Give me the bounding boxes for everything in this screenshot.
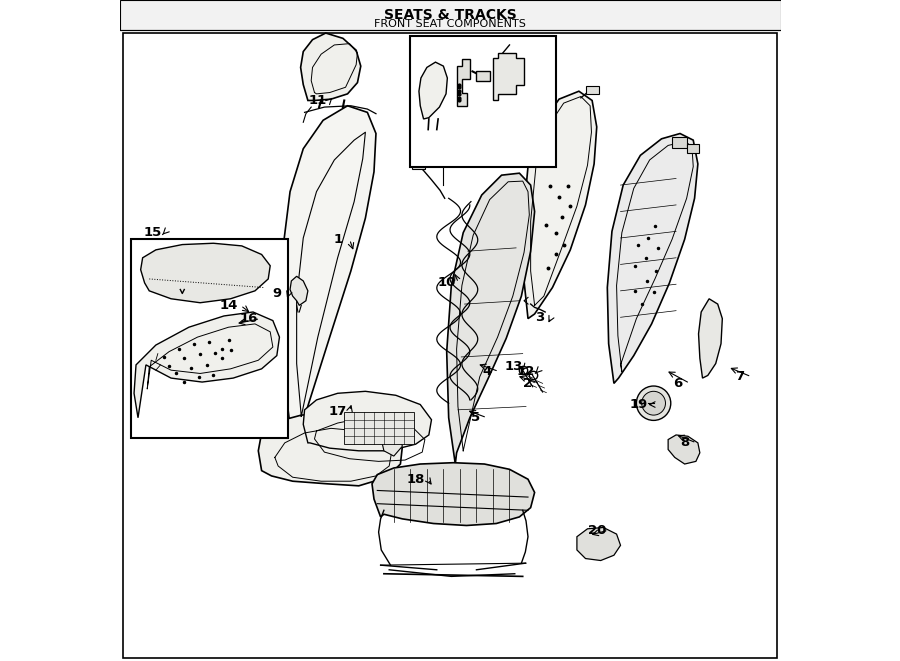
Text: 16: 16: [239, 312, 257, 325]
Polygon shape: [140, 243, 270, 303]
Polygon shape: [456, 59, 470, 106]
Circle shape: [642, 391, 665, 415]
Polygon shape: [608, 134, 698, 383]
Polygon shape: [381, 430, 402, 456]
Polygon shape: [698, 299, 723, 378]
Polygon shape: [282, 106, 376, 436]
Text: 8: 8: [680, 436, 689, 449]
Polygon shape: [446, 173, 535, 464]
Polygon shape: [668, 435, 700, 464]
Text: 20: 20: [588, 524, 606, 537]
Text: 18: 18: [407, 473, 425, 486]
Bar: [476, 71, 490, 81]
Polygon shape: [493, 53, 524, 100]
Polygon shape: [523, 91, 597, 319]
Polygon shape: [258, 413, 402, 486]
Polygon shape: [418, 62, 447, 119]
Polygon shape: [303, 391, 431, 451]
Text: 9: 9: [273, 287, 282, 300]
Text: 7: 7: [735, 370, 744, 383]
Polygon shape: [301, 33, 361, 100]
Text: 17: 17: [328, 405, 346, 418]
Text: 15: 15: [143, 226, 162, 239]
Text: 2: 2: [524, 377, 533, 390]
Circle shape: [636, 386, 670, 420]
Text: SEATS & TRACKS: SEATS & TRACKS: [383, 7, 517, 22]
Bar: [344, 412, 414, 444]
Text: 10: 10: [437, 276, 456, 290]
Text: 6: 6: [673, 377, 683, 390]
Bar: [120, 0, 780, 30]
Polygon shape: [134, 312, 280, 418]
Text: 13: 13: [504, 360, 523, 373]
Text: 11: 11: [309, 94, 327, 107]
Text: 5: 5: [471, 411, 480, 424]
Bar: [410, 36, 556, 167]
Bar: [411, 159, 425, 169]
Bar: [672, 137, 687, 148]
Polygon shape: [372, 463, 535, 525]
Text: 19: 19: [630, 398, 648, 411]
Polygon shape: [577, 527, 620, 561]
Text: 1: 1: [333, 233, 342, 246]
Text: 3: 3: [535, 311, 544, 324]
Text: FRONT SEAT COMPONENTS: FRONT SEAT COMPONENTS: [374, 19, 526, 30]
Bar: [131, 239, 288, 438]
Bar: [687, 144, 698, 153]
Polygon shape: [290, 276, 308, 305]
Text: 12: 12: [517, 365, 535, 378]
Bar: [586, 86, 599, 94]
Text: 14: 14: [220, 299, 238, 312]
Text: 4: 4: [482, 365, 491, 378]
